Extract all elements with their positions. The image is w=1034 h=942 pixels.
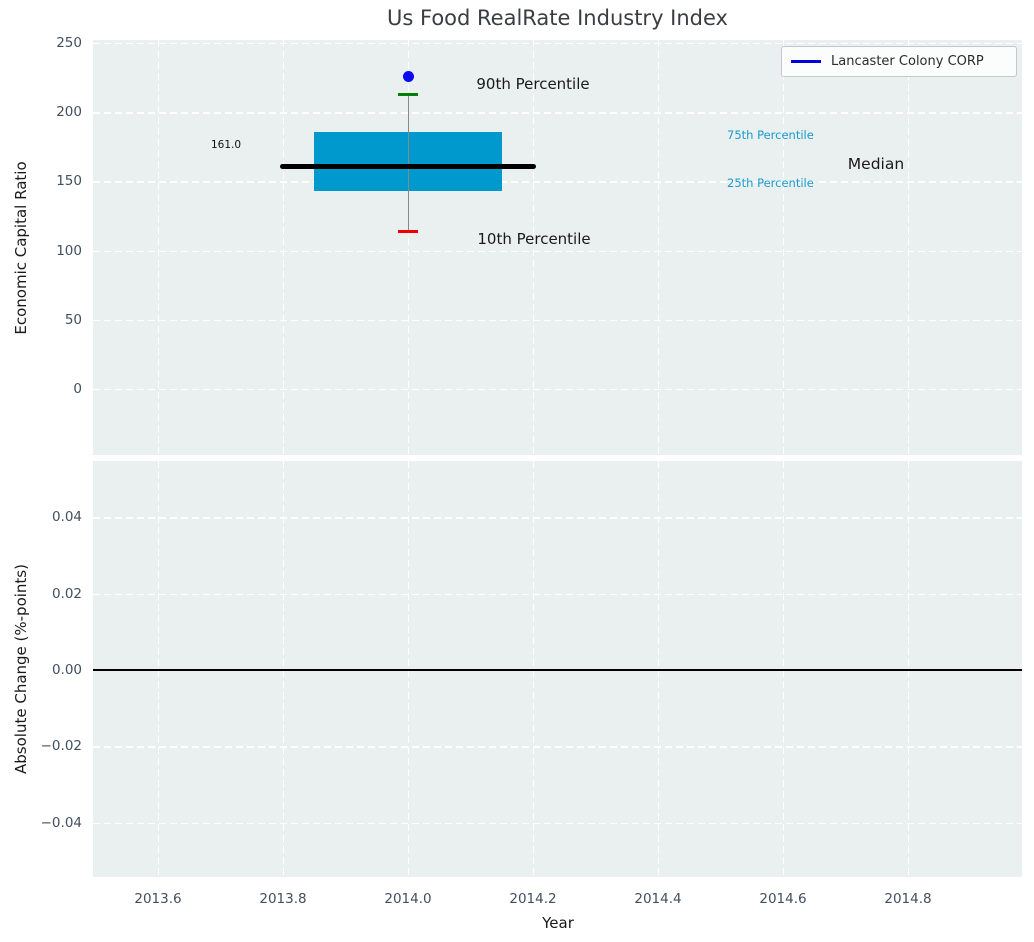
p25-annotation: 25th Percentile: [727, 176, 814, 190]
p90-cap: [398, 92, 418, 96]
top-plot-area: [93, 40, 1022, 455]
y-gridline: [93, 112, 1022, 114]
y-tick-label: 0.04: [51, 509, 82, 526]
y-tick-label: −0.04: [40, 814, 82, 831]
y-gridline: [93, 746, 1022, 748]
legend-line-sample-icon: [791, 60, 821, 63]
x-tick-label: 2014.4: [634, 891, 682, 907]
y-gridline: [93, 822, 1022, 825]
y-gridline: [93, 389, 1022, 391]
y-tick-label: 0.02: [51, 585, 82, 602]
company-point: [402, 70, 414, 82]
y-tick-label: 250: [56, 35, 82, 51]
median-line: [279, 163, 537, 169]
p10-annotation: 10th Percentile: [477, 230, 591, 248]
x-gridline: [158, 40, 160, 455]
x-tick-label: 2014.6: [759, 891, 807, 907]
y-gridline: [93, 517, 1022, 519]
y-tick-label: 50: [64, 311, 82, 328]
y-tick-label: 0: [73, 381, 82, 397]
y-gridline: [93, 319, 1022, 322]
x-gridline: [783, 40, 785, 455]
x-tick-label: 2013.8: [259, 891, 307, 907]
bottom-plot-area: [93, 461, 1022, 877]
y-tick-label: 0.00: [51, 662, 82, 678]
x-gridline: [283, 40, 285, 455]
p75-annotation: 75th Percentile: [727, 128, 814, 142]
x-tick-label: 2014.0: [384, 891, 432, 907]
legend-label: Lancaster Colony CORP: [831, 54, 984, 69]
median-value-label: 161.0: [210, 139, 242, 151]
zero-line: [93, 669, 1022, 671]
whisker-line: [407, 94, 409, 232]
x-tick-label: 2014.2: [509, 891, 557, 907]
x-gridline: [908, 40, 910, 455]
y-gridline: [93, 181, 1022, 183]
y-tick-label: 150: [56, 173, 82, 190]
y-gridline: [93, 43, 1022, 45]
y-gridline: [93, 593, 1022, 596]
y-tick-label: −0.02: [40, 738, 82, 755]
x-tick-label: 2013.6: [134, 891, 182, 907]
x-axis-label: Year: [542, 914, 574, 932]
chart-title: Us Food RealRate Industry Index: [387, 6, 728, 30]
x-tick-label: 2014.8: [884, 891, 932, 907]
p10-cap: [398, 229, 418, 233]
y-gridline: [93, 250, 1022, 252]
x-gridline: [408, 40, 410, 455]
y-tick-label: 200: [56, 104, 82, 121]
y-tick-label: 100: [56, 242, 82, 259]
x-gridline: [533, 40, 535, 455]
x-gridline: [658, 40, 660, 455]
legend: Lancaster Colony CORP: [781, 46, 1017, 77]
median-annotation: Median: [847, 155, 905, 173]
p90-annotation: 90th Percentile: [476, 75, 590, 93]
